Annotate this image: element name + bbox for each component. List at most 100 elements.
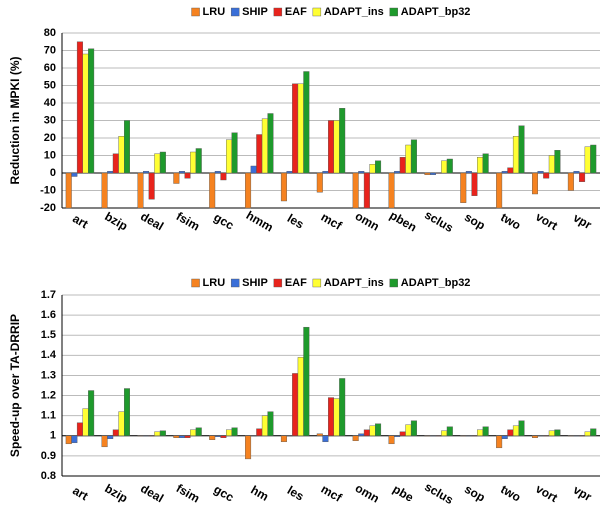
bar bbox=[482, 153, 489, 174]
legend-swatch bbox=[273, 7, 283, 17]
x-tick-label: bzip bbox=[102, 209, 130, 233]
bar bbox=[358, 433, 365, 436]
legend-label: SHIP bbox=[242, 277, 268, 289]
bar bbox=[554, 150, 561, 174]
bar bbox=[333, 398, 340, 436]
x-tick-label: hm bbox=[248, 483, 271, 504]
x-tick-label: art bbox=[70, 211, 90, 231]
bar bbox=[297, 357, 304, 436]
x-tick-label: gcc bbox=[211, 482, 236, 505]
bar bbox=[154, 153, 161, 174]
legend-label: ADAPT_bp32 bbox=[401, 6, 471, 18]
y-tick-label: 40 bbox=[44, 97, 56, 109]
y-tick-label: 0 bbox=[50, 167, 56, 179]
x-tick-label: fsim bbox=[174, 209, 202, 233]
bar bbox=[316, 433, 323, 436]
bar bbox=[178, 435, 185, 438]
bar bbox=[590, 144, 597, 174]
bar bbox=[112, 153, 119, 174]
bar bbox=[352, 172, 359, 209]
bar bbox=[137, 435, 144, 437]
bar bbox=[88, 48, 95, 174]
bar bbox=[512, 425, 519, 436]
bar bbox=[76, 41, 83, 174]
bar bbox=[286, 171, 293, 174]
bar bbox=[173, 435, 180, 438]
bar bbox=[328, 120, 335, 174]
bar bbox=[184, 172, 191, 179]
y-tick-label: 1.7 bbox=[41, 289, 56, 301]
bar bbox=[220, 435, 227, 438]
x-tick-label: bzip bbox=[102, 481, 130, 505]
bar bbox=[496, 172, 503, 209]
bar bbox=[363, 429, 370, 436]
bar bbox=[214, 435, 221, 437]
bar bbox=[399, 157, 406, 174]
legend-label: ADAPT_ins bbox=[324, 277, 384, 289]
bar bbox=[303, 71, 310, 174]
bar bbox=[543, 435, 550, 437]
y-tick-label: 1.5 bbox=[41, 329, 56, 341]
bar bbox=[518, 125, 525, 174]
bar bbox=[88, 390, 95, 436]
bar bbox=[532, 172, 539, 195]
bar bbox=[159, 151, 166, 174]
legend-swatch bbox=[273, 278, 283, 288]
legend-swatch bbox=[389, 278, 398, 288]
bar bbox=[209, 172, 216, 209]
bar bbox=[460, 435, 467, 437]
y-tick-label: 20 bbox=[44, 132, 56, 144]
bar bbox=[256, 134, 263, 174]
bar bbox=[148, 435, 155, 437]
y-tick-label: 80 bbox=[44, 27, 56, 39]
x-tick-label: deal bbox=[138, 209, 166, 233]
bar bbox=[328, 397, 335, 436]
bar bbox=[339, 108, 346, 174]
bar bbox=[286, 435, 293, 437]
y-tick-label: 0.8 bbox=[41, 470, 56, 482]
y-axis-title: Reduction in MPKI (%) bbox=[8, 57, 22, 185]
x-tick-label: vpr bbox=[571, 211, 594, 233]
bar bbox=[137, 172, 144, 209]
y-tick-label: -20 bbox=[40, 202, 56, 214]
bar bbox=[399, 431, 406, 436]
bar bbox=[107, 171, 114, 174]
bar bbox=[71, 435, 78, 444]
bar bbox=[388, 435, 395, 445]
bar bbox=[507, 429, 514, 436]
legend-swatch bbox=[389, 7, 398, 17]
y-tick-label: 1.3 bbox=[41, 369, 56, 381]
bar bbox=[190, 429, 197, 436]
bar bbox=[518, 420, 525, 436]
bar bbox=[225, 429, 232, 436]
bar bbox=[209, 435, 216, 440]
x-tick-label: two bbox=[498, 482, 523, 504]
bar bbox=[280, 435, 287, 443]
bar bbox=[537, 435, 544, 437]
bar bbox=[507, 167, 514, 174]
bar bbox=[430, 435, 437, 437]
bar bbox=[369, 425, 376, 436]
bar bbox=[430, 172, 437, 175]
bar bbox=[369, 164, 376, 174]
bar bbox=[339, 378, 346, 436]
x-tick-label: gcc bbox=[211, 210, 236, 233]
legend-swatch bbox=[312, 278, 322, 288]
bar bbox=[267, 113, 274, 174]
bar bbox=[465, 435, 472, 437]
bar bbox=[245, 435, 252, 460]
bar bbox=[543, 172, 550, 179]
bar bbox=[82, 53, 89, 174]
legend-label: EAF bbox=[285, 6, 307, 18]
bar bbox=[143, 171, 150, 174]
bar bbox=[358, 171, 365, 174]
x-tick-label: fsim bbox=[174, 481, 202, 505]
x-tick-label: sop bbox=[462, 482, 487, 505]
y-tick-label: 70 bbox=[44, 44, 56, 56]
x-tick-label: mcf bbox=[319, 210, 345, 233]
bar bbox=[297, 83, 304, 174]
legend-label: ADAPT_bp32 bbox=[401, 277, 471, 289]
bar bbox=[250, 435, 257, 437]
bar bbox=[225, 139, 232, 174]
bar bbox=[261, 118, 268, 174]
